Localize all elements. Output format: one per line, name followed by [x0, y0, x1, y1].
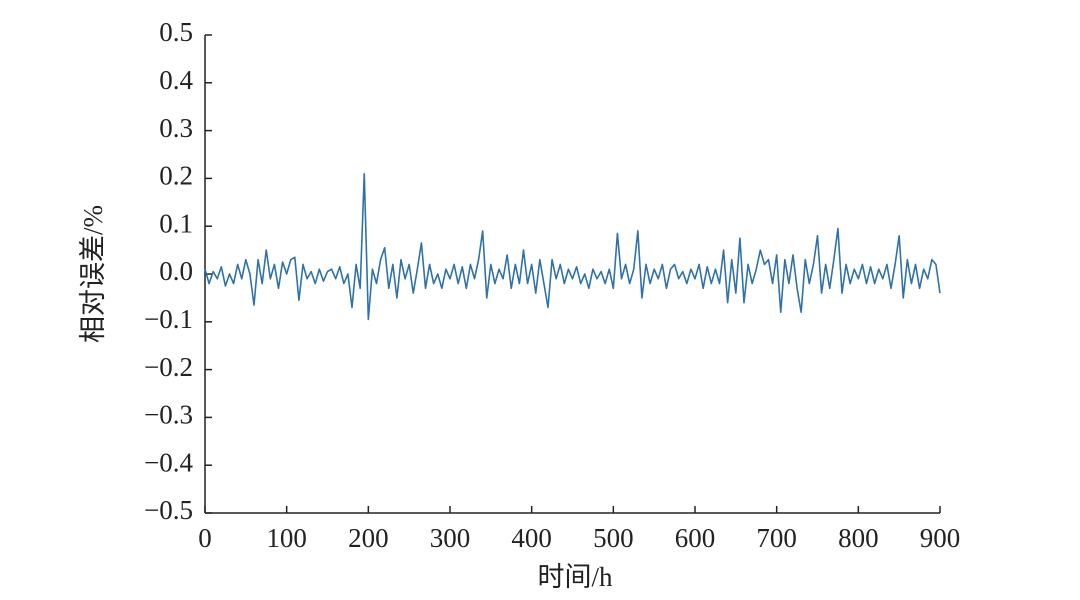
- x-tick-label: 700: [756, 523, 797, 553]
- x-axis-label: 时间/h: [537, 562, 613, 592]
- data-line: [204, 172, 941, 321]
- y-tick-label: −0.4: [144, 447, 193, 477]
- y-tick-label: 0.3: [159, 113, 193, 143]
- y-axis-label: 相对误差/%: [78, 205, 108, 343]
- y-tick-label: 0.2: [159, 161, 193, 191]
- x-tick-label: 400: [511, 523, 552, 553]
- x-tick-label: 300: [430, 523, 471, 553]
- x-tick-label: 200: [348, 523, 389, 553]
- x-tick-label: 800: [838, 523, 879, 553]
- y-tick-label: 0.0: [159, 256, 193, 286]
- y-tick-label: −0.3: [144, 400, 193, 430]
- y-tick-label: 0.5: [159, 17, 193, 47]
- x-tick-label: 600: [675, 523, 716, 553]
- x-tick-label: 0: [198, 523, 212, 553]
- y-tick-label: 0.1: [159, 208, 193, 238]
- y-tick-label: −0.1: [144, 304, 193, 334]
- y-tick-label: −0.5: [144, 495, 193, 525]
- x-tick-label: 100: [266, 523, 307, 553]
- x-tick-label: 500: [593, 523, 634, 553]
- x-tick-label: 900: [920, 523, 961, 553]
- y-tick-label: 0.4: [159, 65, 193, 95]
- y-tick-label: −0.2: [144, 352, 193, 382]
